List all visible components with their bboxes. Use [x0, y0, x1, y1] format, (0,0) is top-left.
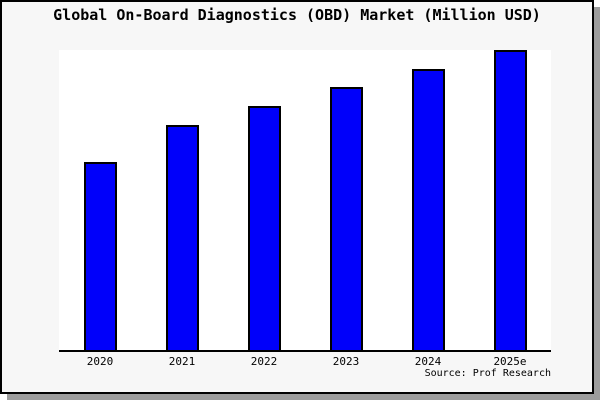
bar-cell — [59, 50, 141, 350]
bar-cell — [223, 50, 305, 350]
bars-container — [59, 50, 551, 350]
bar-2025e — [493, 50, 527, 350]
bar-2024 — [411, 69, 445, 350]
plot-area — [59, 50, 551, 352]
x-tick-label: 2025e — [493, 355, 527, 368]
x-tick-label: 2021 — [168, 355, 196, 368]
x-tick-label: 2020 — [86, 355, 114, 368]
x-tick-label: 2022 — [250, 355, 278, 368]
bar-cell — [387, 50, 469, 350]
bar-cell — [141, 50, 223, 350]
bar-2020 — [83, 162, 117, 350]
bar-2023 — [329, 87, 363, 350]
chart-title: Global On-Board Diagnostics (OBD) Market… — [53, 6, 541, 24]
x-axis-labels: 2020 2021 2022 2023 2024 2025e — [59, 355, 551, 368]
bar-cell — [305, 50, 387, 350]
chart-frame: Global On-Board Diagnostics (OBD) Market… — [0, 0, 594, 394]
x-tick-label: 2023 — [332, 355, 360, 368]
x-tick-label: 2024 — [414, 355, 442, 368]
source-credit: Source: Prof Research — [424, 368, 551, 379]
bar-cell — [469, 50, 551, 350]
bar-2021 — [165, 125, 199, 350]
bar-2022 — [247, 106, 281, 350]
